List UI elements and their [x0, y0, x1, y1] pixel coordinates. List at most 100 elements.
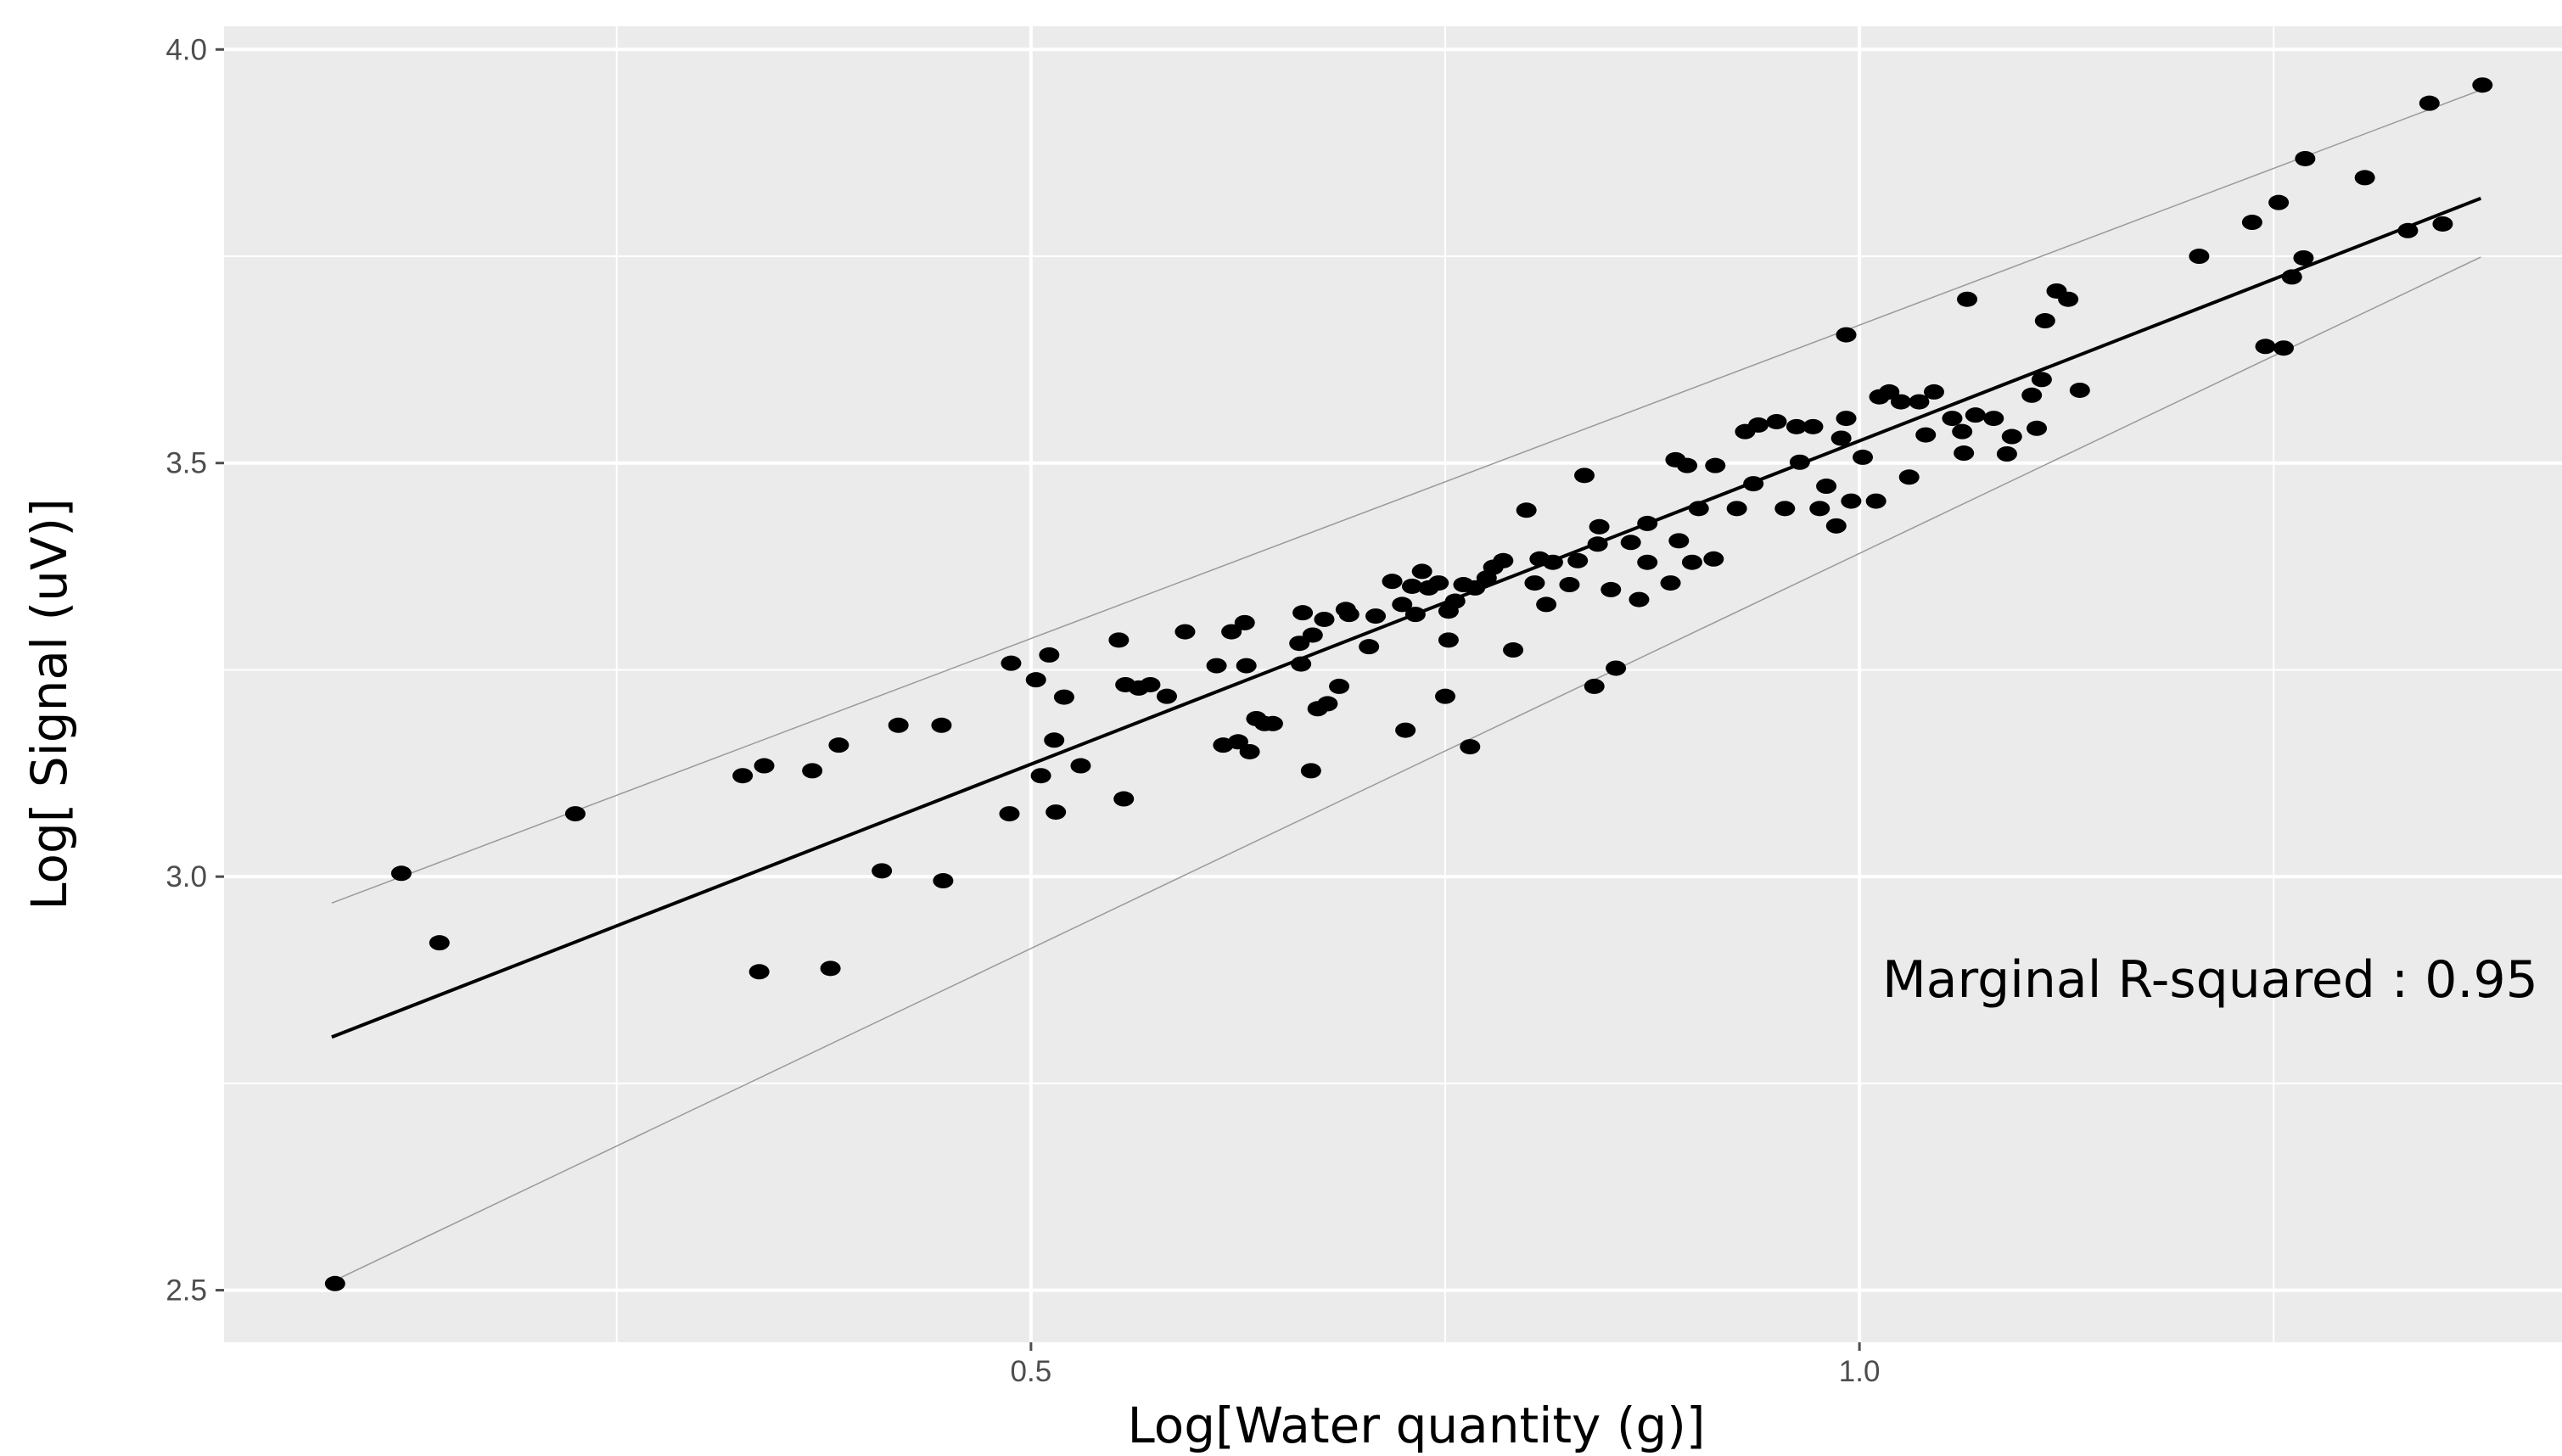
data-point [1601, 581, 1622, 597]
data-point [1836, 411, 1857, 427]
x-tick-label: 0.5 [1011, 1355, 1052, 1388]
data-point [1460, 739, 1481, 755]
data-point [1589, 518, 1610, 535]
data-point [1923, 384, 1944, 400]
data-point [1503, 642, 1524, 658]
data-point [1841, 493, 1862, 509]
data-point [1620, 535, 1641, 551]
data-point [1766, 413, 1787, 429]
data-point [1338, 607, 1359, 623]
x-tick-label: 1.0 [1839, 1355, 1881, 1388]
data-point [1030, 768, 1051, 784]
data-point [1705, 457, 1726, 473]
data-point [1392, 596, 1413, 613]
data-point [1865, 493, 1886, 509]
data-point [1046, 804, 1067, 820]
data-point [2034, 313, 2055, 329]
data-point [1983, 411, 2004, 427]
data-point [828, 737, 849, 753]
data-point [1300, 763, 1321, 779]
data-point [999, 806, 1020, 822]
data-point [1262, 715, 1283, 731]
data-point [2058, 291, 2079, 307]
x-axis-title: Log[Water quantity (g)] [1127, 1397, 1705, 1454]
data-point [2001, 428, 2022, 445]
data-point [1156, 688, 1177, 704]
y-tick-label: 3.5 [165, 447, 207, 480]
y-tick-label: 2.5 [165, 1274, 207, 1308]
data-point [1239, 743, 1260, 759]
data-point [888, 717, 909, 733]
data-point [1044, 732, 1065, 748]
data-point [1726, 501, 1747, 517]
data-point [1909, 394, 1930, 410]
data-point [2281, 269, 2302, 285]
data-point [2255, 339, 2276, 355]
data-point [1236, 658, 1257, 674]
data-point [1965, 407, 1986, 423]
data-point [1411, 563, 1432, 580]
data-point [1574, 468, 1595, 484]
data-point [1816, 479, 1837, 495]
data-point [1291, 656, 1312, 672]
data-point [1677, 457, 1698, 473]
data-point [754, 758, 775, 774]
data-point [1567, 552, 1589, 568]
data-point [1825, 518, 1847, 534]
data-point [1743, 476, 1764, 492]
data-point [1668, 533, 1690, 549]
data-point [1524, 575, 1545, 591]
data-point [931, 717, 952, 733]
data-point [2021, 387, 2043, 403]
data-point [429, 935, 450, 951]
data-point [1070, 758, 1091, 774]
data-point [2241, 215, 2262, 231]
data-point [2189, 249, 2210, 265]
data-point [1637, 515, 1658, 531]
data-point [2397, 222, 2419, 238]
data-point [1234, 614, 1255, 630]
data-point [748, 964, 770, 980]
plot-panel [224, 26, 2562, 1342]
data-point [1438, 632, 1459, 648]
data-point [1444, 593, 1466, 609]
data-point [1465, 580, 1486, 596]
data-point [872, 863, 893, 879]
data-point [1774, 501, 1796, 517]
data-point [1637, 554, 1658, 570]
data-point [1435, 688, 1456, 704]
data-point [1836, 327, 1857, 343]
data-point [1227, 734, 1248, 750]
data-point [1890, 394, 1911, 410]
data-point [1898, 469, 1920, 485]
data-point [1559, 577, 1580, 593]
data-point [1314, 611, 1335, 627]
data-point [2354, 170, 2375, 186]
data-point [1113, 791, 1135, 807]
data-point [1786, 418, 1807, 434]
data-point [1221, 624, 1242, 640]
data-point [1954, 445, 1975, 462]
y-axis-title: Log[ Signal (uV)] [20, 498, 78, 910]
prediction-band [331, 89, 2481, 904]
data-point [1053, 689, 1074, 705]
data-point [1382, 574, 1403, 590]
data-point [1359, 639, 1380, 655]
data-point [1542, 554, 1563, 570]
data-point [1428, 575, 1449, 591]
data-point [1660, 575, 1681, 591]
data-point [1942, 411, 1963, 427]
data-point [1830, 430, 1852, 446]
data-point [1365, 608, 1386, 624]
prediction-band [331, 256, 2481, 1283]
data-point [1915, 427, 1937, 443]
data-point [1703, 551, 1724, 567]
data-point [1001, 655, 1022, 671]
data-point [2472, 77, 2493, 93]
data-point [1108, 632, 1130, 648]
data-point [1606, 660, 1627, 676]
data-point [2031, 372, 2052, 388]
data-point [1395, 722, 1416, 738]
data-point [1587, 536, 1608, 552]
data-point [1957, 291, 1978, 307]
